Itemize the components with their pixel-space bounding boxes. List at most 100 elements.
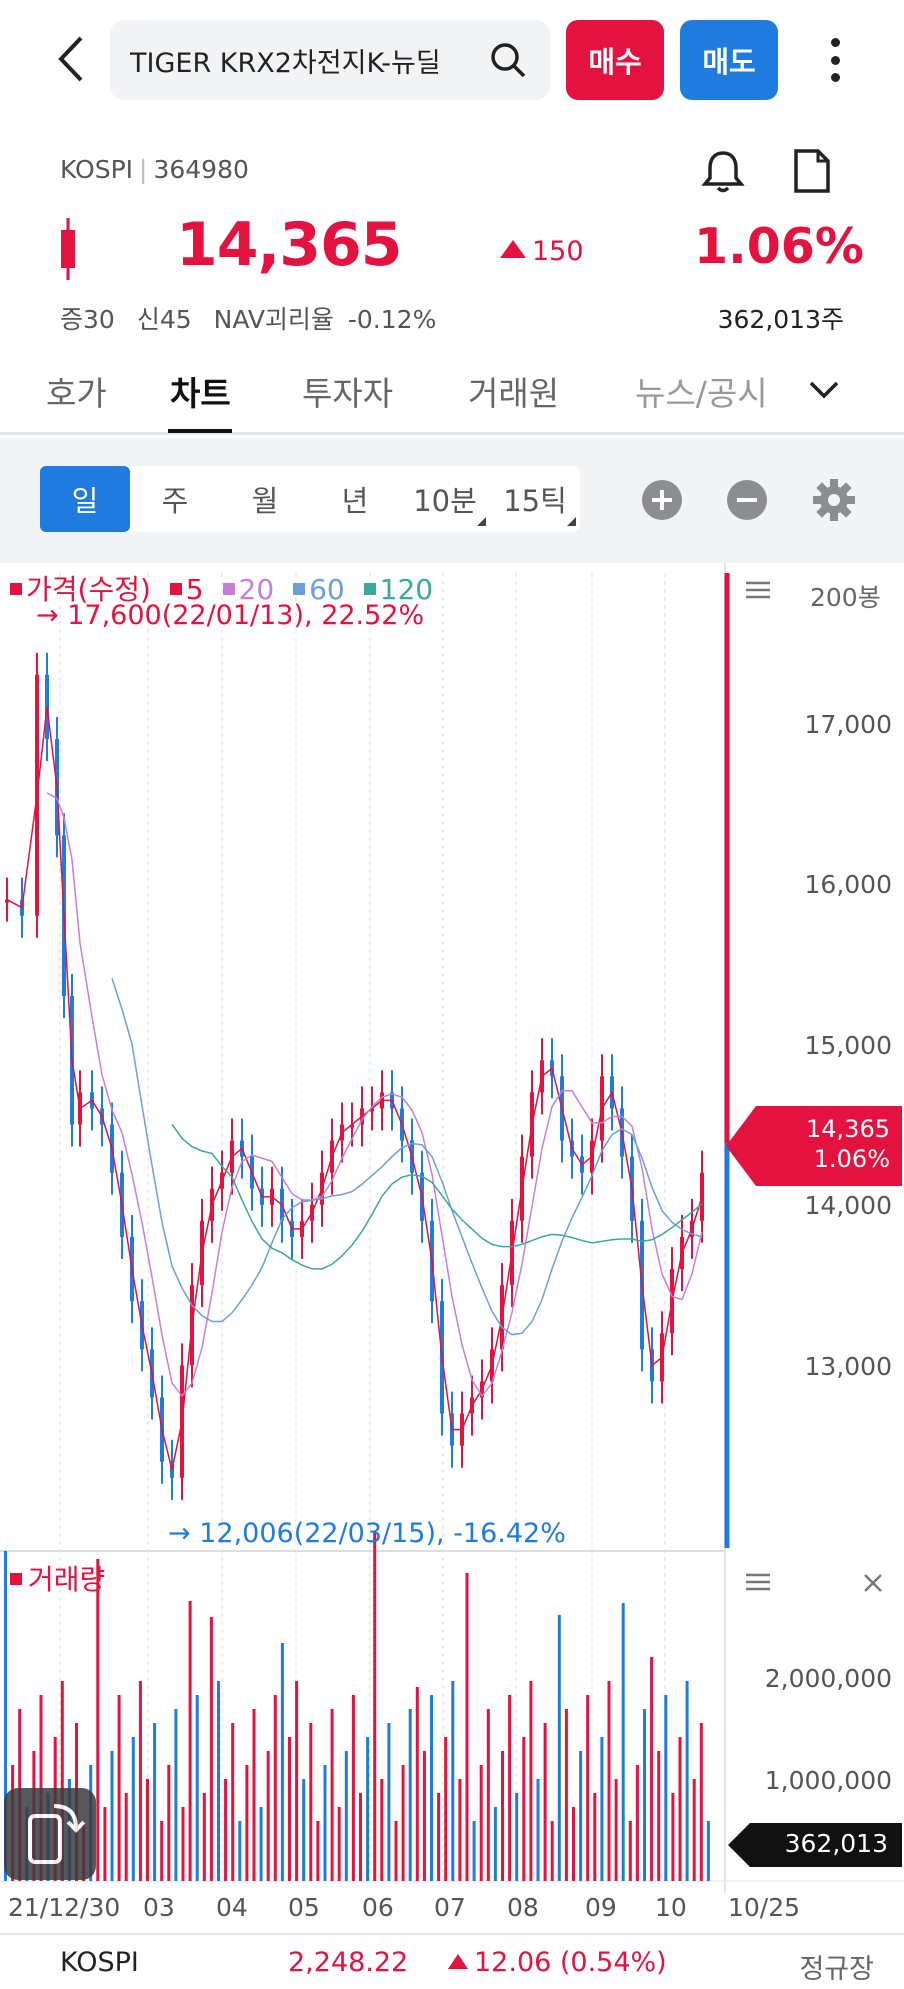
volume-bar (579, 1751, 583, 1881)
menu-icon[interactable] (746, 1572, 770, 1592)
period-year[interactable]: 년 (341, 484, 369, 518)
search-box[interactable]: TIGER KRX2차전지K-뉴딜 (110, 20, 550, 100)
chart-legend: 가격(수정) 5 20 60 120 (10, 568, 433, 608)
volume-bar (685, 1681, 689, 1881)
price-legend-label: 가격(수정) (26, 573, 151, 606)
volume-bar (181, 1807, 185, 1881)
tab-chart[interactable]: 차트 (170, 374, 231, 413)
chevron-left-icon (58, 36, 83, 82)
volume-bar (444, 1737, 448, 1881)
price-tag-pct: 1.06% (813, 1145, 890, 1173)
search-icon[interactable] (488, 40, 528, 80)
volume-bar (188, 1601, 192, 1881)
period-day[interactable]: 일 (40, 466, 130, 532)
x-tick-label: 06 (362, 1893, 394, 1922)
volume-bar (259, 1807, 263, 1881)
x-tick-label: 21/12/30 (8, 1893, 121, 1922)
stock-code: 364980 (153, 155, 249, 184)
index-ticker-bar[interactable]: KOSPI 2,248.22 12.06 (0.54%) 정규장 (0, 1933, 904, 1989)
index-change: 12.06 (0.54%) (448, 1947, 667, 1978)
current-price-tag: 14,365 1.06% (726, 1106, 902, 1186)
price-tag-value: 14,365 (806, 1115, 890, 1143)
volume-bar (401, 1765, 405, 1881)
period-month[interactable]: 월 (251, 484, 279, 518)
back-button[interactable] (40, 28, 100, 90)
volume-bar (437, 1793, 441, 1881)
chevron-down-icon[interactable] (808, 379, 840, 401)
period-week[interactable]: 주 (161, 484, 189, 518)
price-chart[interactable] (0, 563, 904, 1933)
volume-bar (692, 1779, 696, 1881)
close-icon[interactable] (864, 1574, 882, 1592)
volume-bar (174, 1709, 178, 1881)
period-10min[interactable]: 10분 (400, 466, 490, 532)
volume-bar (557, 1615, 561, 1881)
menu-icon[interactable] (746, 580, 770, 600)
gear-icon[interactable] (812, 478, 856, 522)
rotate-screen-button[interactable] (4, 1788, 96, 1880)
tab-broker[interactable]: 거래원 (468, 374, 560, 413)
trade-volume: 362,013주 (717, 305, 844, 334)
volume-bar (529, 1681, 533, 1881)
volume-bar (160, 1821, 164, 1881)
market-code-line: KOSPI | 364980 (60, 155, 249, 184)
volume-bar (678, 1737, 682, 1881)
volume-bar (564, 1709, 568, 1881)
tab-bar: 호가 차트 투자자 거래원 뉴스/공시 (0, 355, 904, 435)
volume-bar (508, 1695, 512, 1881)
zoom-out-button[interactable] (727, 480, 767, 520)
x-tick-label: 10/25 (728, 1893, 801, 1922)
volume-bar (302, 1779, 306, 1881)
volume-bar (337, 1807, 341, 1881)
volume-bar (493, 1807, 497, 1881)
buy-button[interactable]: 매수 (566, 20, 664, 100)
x-tick-label: 03 (143, 1893, 175, 1922)
market-name: KOSPI (60, 155, 134, 184)
search-query: TIGER KRX2차전지K-뉴딜 (130, 47, 441, 79)
bell-icon[interactable] (700, 148, 746, 194)
volume-bar (465, 1573, 469, 1881)
sell-button[interactable]: 매도 (680, 20, 778, 100)
volume-bar (366, 1737, 370, 1881)
volume-bar (415, 1687, 419, 1881)
y-tick-label: 13,000 (804, 1352, 892, 1381)
tab-investor[interactable]: 투자자 (302, 374, 394, 413)
volume-bar (351, 1695, 355, 1881)
more-menu-button[interactable] (810, 30, 860, 90)
volume-tag-value: 362,013 (784, 1829, 888, 1858)
volume-bar (273, 1695, 277, 1881)
volume-bar (472, 1821, 476, 1881)
current-price: 14,365 (176, 210, 403, 280)
volume-bar (607, 1681, 611, 1881)
dot-icon (830, 38, 840, 47)
tab-news[interactable]: 뉴스/공시 (635, 374, 768, 413)
volume-bar (621, 1603, 625, 1881)
volume-bar (131, 1737, 135, 1881)
tab-orderbook[interactable]: 호가 (46, 374, 107, 413)
moving-average-line (171, 1123, 703, 1270)
volume-bar (195, 1695, 199, 1881)
zoom-in-button[interactable] (642, 480, 682, 520)
ma5-legend-label: 5 (185, 573, 204, 606)
period-15tick[interactable]: 15틱 (490, 466, 580, 532)
volume-bar (458, 1779, 462, 1881)
current-volume-tag: 362,013 (728, 1823, 902, 1867)
volume-bar (330, 1709, 334, 1881)
x-tick-label: 08 (507, 1893, 539, 1922)
price-change: 150 (500, 236, 584, 267)
volume-bar (699, 1723, 703, 1881)
ma60-legend-label: 60 (309, 573, 345, 606)
x-tick-label: 10 (655, 1893, 687, 1922)
period-10min-label: 10분 (413, 484, 477, 518)
volume-tick-label: 2,000,000 (764, 1664, 892, 1693)
rotate-icon (28, 1804, 86, 1864)
volume-bar (4, 1551, 7, 1881)
x-tick-label: 04 (216, 1893, 248, 1922)
volume-bar (408, 1709, 412, 1881)
volume-legend: 거래량 (10, 1558, 105, 1598)
up-triangle-icon (448, 1954, 468, 1969)
y-tick-label: 14,000 (804, 1191, 892, 1220)
x-tick-label: 05 (288, 1893, 320, 1922)
document-icon[interactable] (792, 148, 832, 194)
up-triangle-icon (500, 240, 526, 258)
